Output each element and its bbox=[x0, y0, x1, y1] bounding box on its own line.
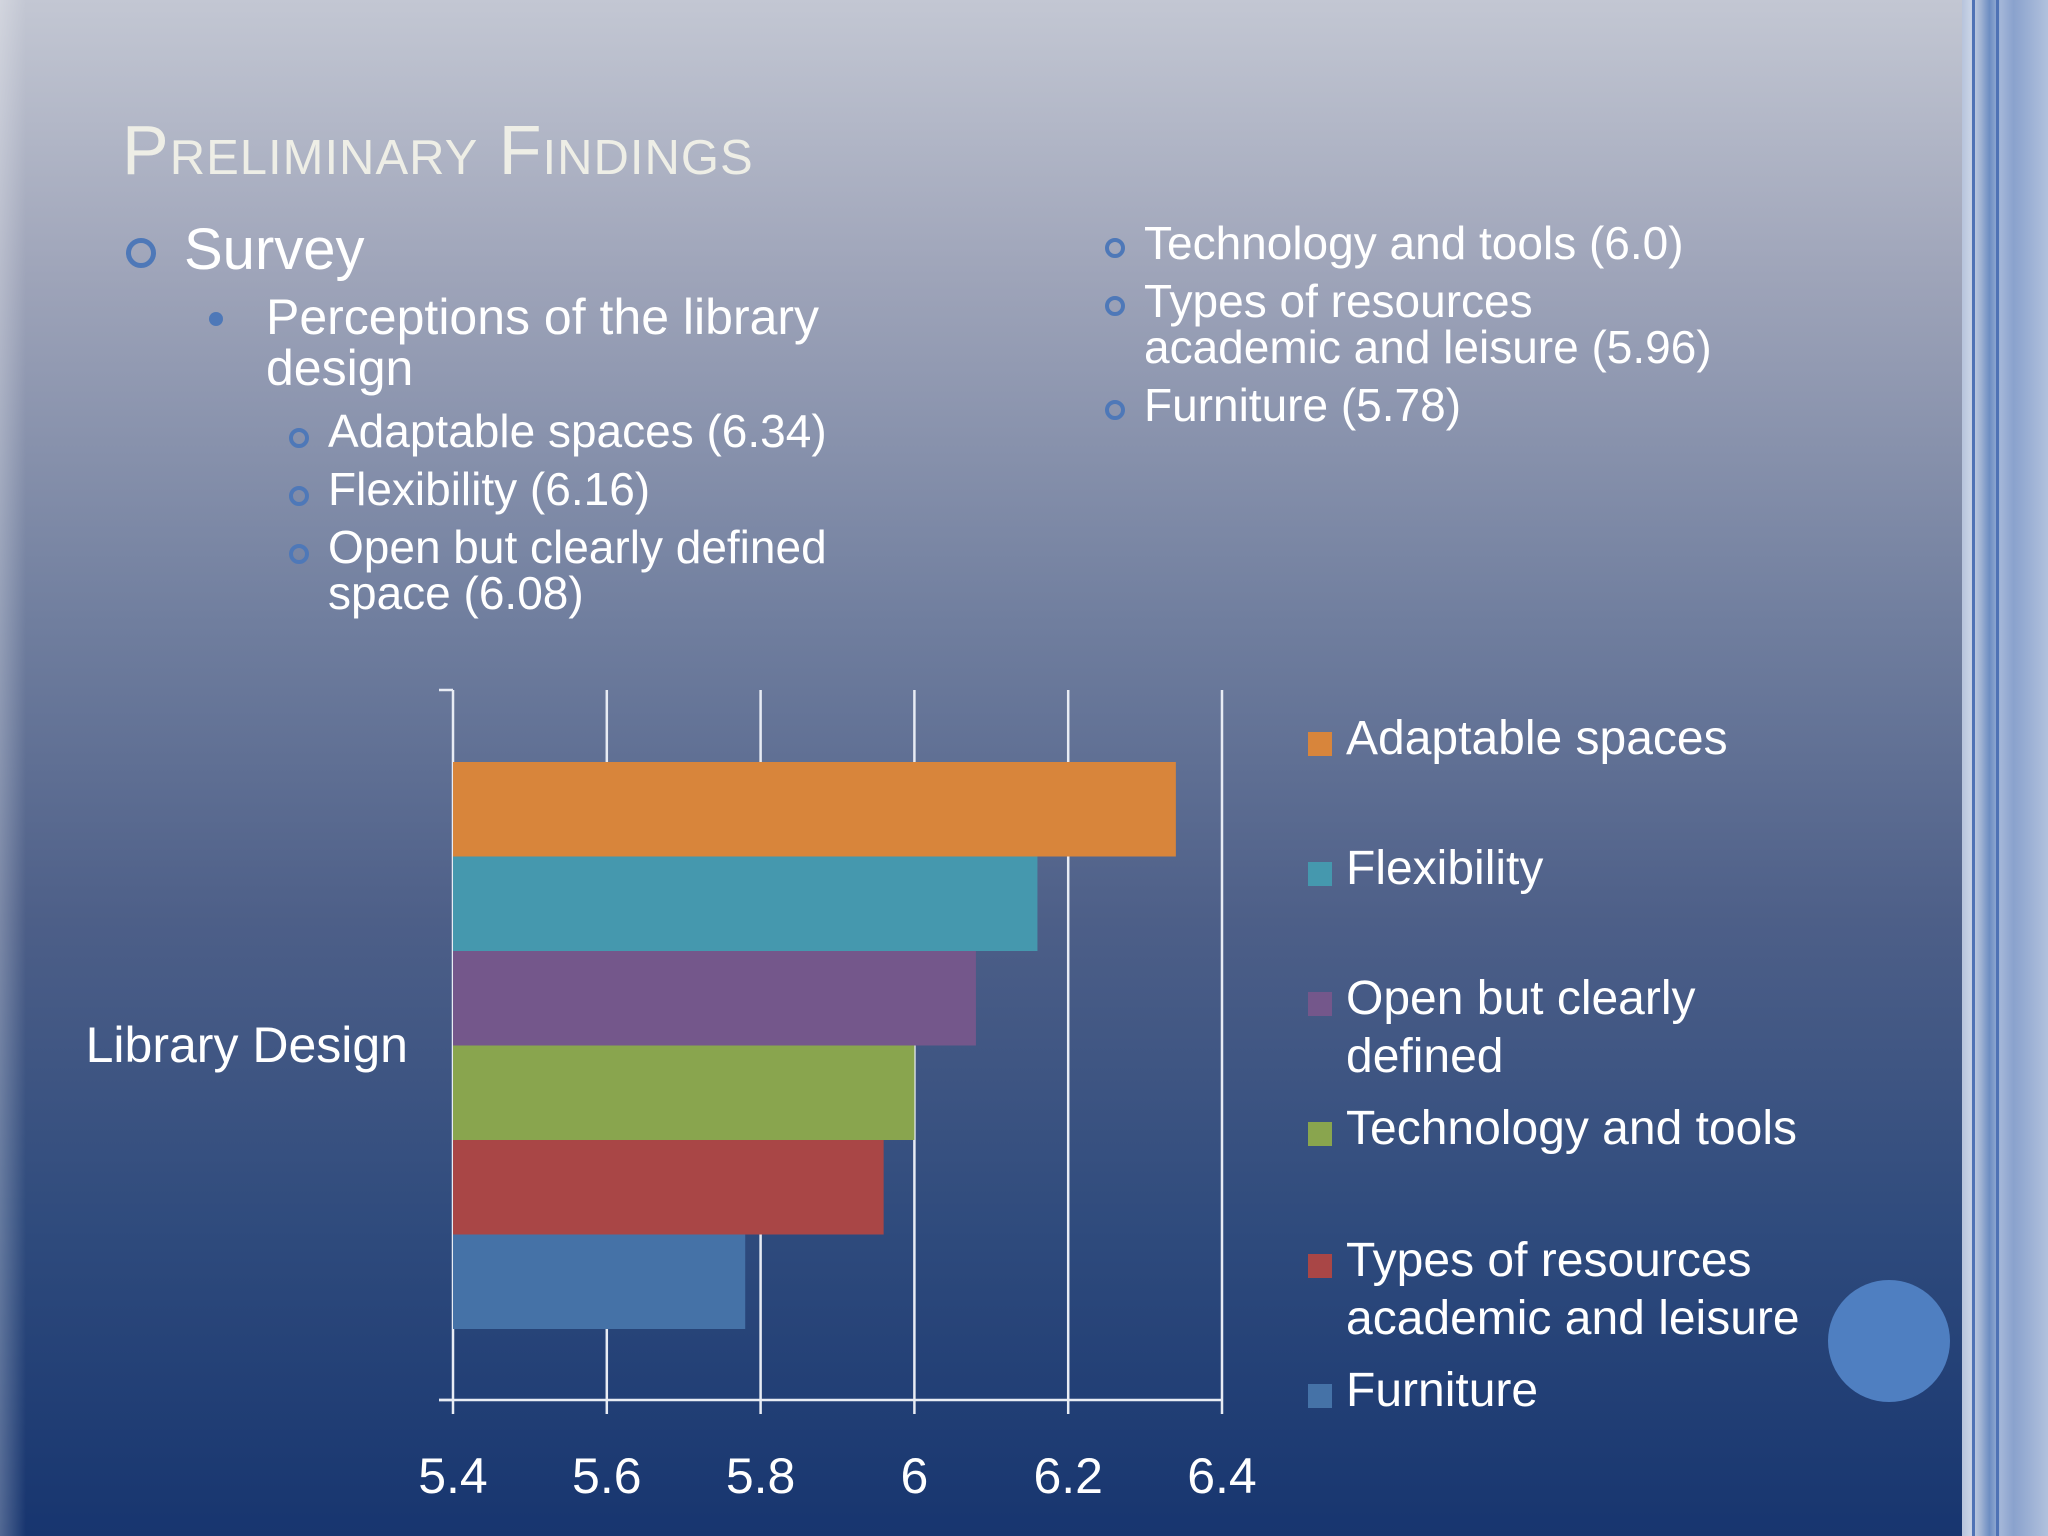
rail-line bbox=[1996, 0, 1999, 1536]
rail-line bbox=[1972, 0, 1975, 1536]
bar-types-of-resources-academic-and-leisure bbox=[453, 1140, 884, 1235]
bar-technology-and-tools bbox=[453, 1045, 915, 1140]
legend-swatch bbox=[1308, 1384, 1332, 1408]
bar-flexibility bbox=[453, 856, 1038, 951]
right-item-furniture: Furniture (5.78) bbox=[1144, 379, 1462, 431]
bar-furniture bbox=[453, 1234, 746, 1329]
legend-label: Furniture bbox=[1346, 1364, 1539, 1417]
bar-open-but-clearly-defined bbox=[453, 951, 976, 1046]
survey-heading: Survey bbox=[184, 217, 365, 282]
legend-swatch bbox=[1308, 992, 1332, 1016]
bullet-ring-icon bbox=[1105, 400, 1125, 420]
legend-swatch bbox=[1308, 732, 1332, 756]
legend-swatch bbox=[1308, 1254, 1332, 1278]
x-tick-label: 6 bbox=[900, 1448, 928, 1504]
left-item-open-line2: space (6.08) bbox=[328, 567, 584, 619]
bullet-ring-icon bbox=[289, 544, 309, 564]
legend-label: Adaptable spaces bbox=[1346, 712, 1728, 765]
x-tick-label: 5.8 bbox=[726, 1448, 796, 1504]
bullet-ring-icon bbox=[1105, 296, 1125, 316]
slide-left-edge bbox=[0, 0, 26, 1536]
perceptions-line1: Perceptions of the library bbox=[266, 289, 820, 345]
legend-label: Technology and tools bbox=[1346, 1102, 1797, 1155]
x-tick-label: 5.4 bbox=[418, 1448, 488, 1504]
right-item-resources-line1: Types of resources bbox=[1144, 275, 1533, 327]
decorative-circle bbox=[1828, 1280, 1950, 1402]
legend-label: Flexibility bbox=[1346, 842, 1544, 895]
bullet-dot-icon bbox=[209, 312, 223, 326]
slide-title: Preliminary Findings bbox=[122, 111, 754, 189]
legend-label: Open but clearly bbox=[1346, 972, 1696, 1025]
left-item-flexibility: Flexibility (6.16) bbox=[328, 463, 651, 515]
legend-label: defined bbox=[1346, 1030, 1504, 1083]
bullet-ring-icon bbox=[1105, 238, 1125, 258]
x-tick-label: 5.6 bbox=[572, 1448, 642, 1504]
right-item-resources-line2: academic and leisure (5.96) bbox=[1144, 321, 1712, 373]
legend-swatch bbox=[1308, 1122, 1332, 1146]
bullet-ring-icon bbox=[289, 428, 309, 448]
slide-right-rail bbox=[1962, 0, 2048, 1536]
x-tick-label: 6.4 bbox=[1187, 1448, 1257, 1504]
legend-label: Types of resources bbox=[1346, 1234, 1752, 1287]
legend-label: academic and leisure bbox=[1346, 1292, 1800, 1345]
bullet-ring-icon bbox=[289, 486, 309, 506]
right-item-technology: Technology and tools (6.0) bbox=[1144, 217, 1684, 269]
left-item-open-line1: Open but clearly defined bbox=[328, 521, 827, 573]
legend-swatch bbox=[1308, 862, 1332, 886]
category-label: Library Design bbox=[86, 1017, 408, 1073]
x-tick-label: 6.2 bbox=[1033, 1448, 1103, 1504]
bar-adaptable-spaces bbox=[453, 762, 1176, 857]
perceptions-line2: design bbox=[266, 340, 414, 396]
bullet-ring-icon bbox=[126, 238, 156, 268]
left-item-adaptable: Adaptable spaces (6.34) bbox=[328, 405, 827, 457]
